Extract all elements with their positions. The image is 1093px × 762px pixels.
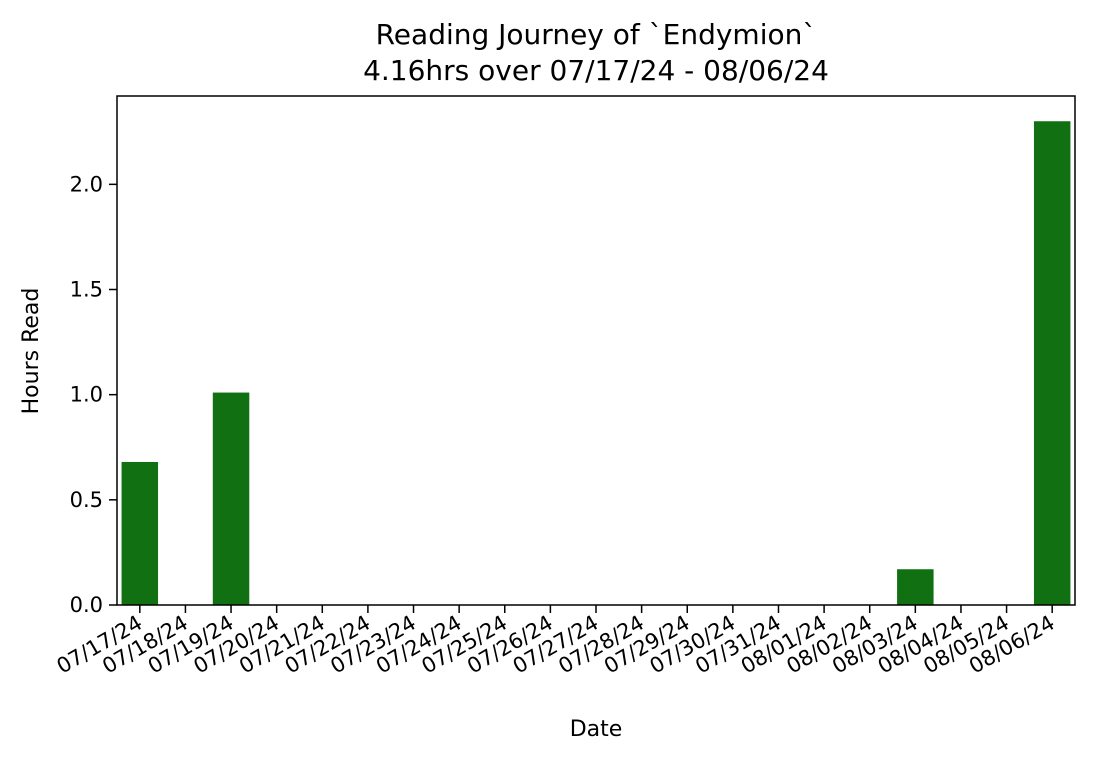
bar-08-03-24 [897, 569, 934, 605]
chart-title: Reading Journey of `Endymion` [376, 18, 817, 51]
bar-07-17-24 [121, 461, 159, 605]
x-axis: 07/17/2407/18/2407/19/2407/20/2407/21/24… [53, 605, 1059, 678]
bar-07-19-24 [212, 392, 250, 605]
chart-subtitle: 4.16hrs over 07/17/24 - 08/06/24 [363, 54, 829, 87]
y-tick-label: 1.0 [70, 383, 103, 407]
y-tick-label: 1.5 [70, 278, 103, 302]
x-axis-label: Date [570, 717, 623, 742]
y-tick-label: 2.0 [70, 172, 103, 196]
bar-08-06-24 [1033, 121, 1071, 605]
y-tick-label: 0.0 [70, 593, 103, 617]
plot-frame [116, 95, 1076, 606]
bars-group [121, 121, 1071, 605]
y-axis-label: Hours Read [19, 288, 44, 415]
y-axis: 0.0 0.5 1.0 1.5 2.0 [70, 172, 117, 617]
y-tick-label: 0.5 [70, 488, 103, 512]
